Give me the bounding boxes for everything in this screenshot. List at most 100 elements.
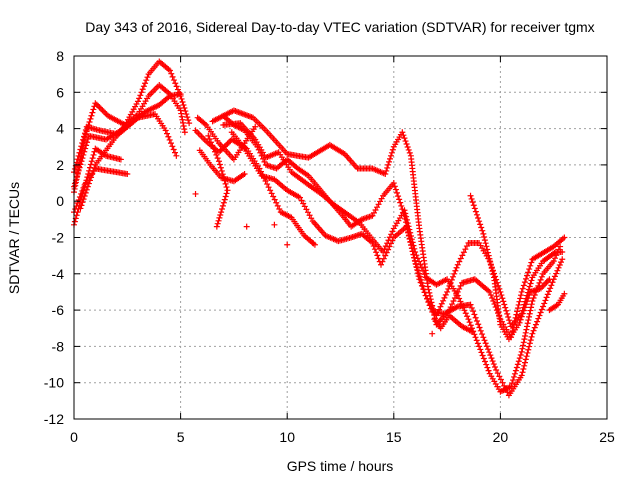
data-point [414,270,421,277]
data-point [218,167,225,174]
data-point [528,301,535,308]
data-point [426,302,433,309]
x-tick-label: 15 [386,429,402,445]
data-point [526,292,533,299]
data-point [527,307,534,314]
data-point [221,196,228,203]
data-point [371,246,378,253]
data-point [489,295,496,301]
data-point [217,164,224,171]
data-point [417,279,424,286]
data-point [241,170,248,177]
data-point [378,261,385,268]
data-point [422,292,429,299]
data-point [516,319,523,326]
data-point [477,221,484,228]
data-point [180,119,187,126]
data-point [420,286,427,293]
data-point [172,149,179,156]
data-point [71,218,78,225]
data-point [262,177,269,184]
data-point [273,199,280,206]
data-point [497,376,504,383]
data-point [403,216,410,223]
data-point [555,246,562,253]
data-point [75,167,82,174]
data-point [414,266,421,273]
data-point [526,283,533,290]
data-point [484,246,491,253]
data-point [453,264,460,271]
y-tick-label: 0 [56,193,64,209]
data-point [415,273,422,280]
data-point [192,190,199,197]
data-point [215,217,222,224]
data-point [519,285,526,292]
data-point [387,240,394,247]
data-point [407,239,414,246]
series-track-2 [71,82,188,176]
data-point [471,311,478,318]
data-point [521,362,528,369]
data-point [261,174,268,181]
data-point [213,151,220,158]
data-point [168,70,175,77]
data-point [405,229,412,236]
data-point [74,156,81,163]
data-point [86,177,93,184]
data-point [514,308,521,315]
data-point [557,243,564,250]
data-point [483,343,490,350]
data-point [75,152,82,159]
data-point [547,285,554,292]
data-point [475,214,482,221]
data-point [214,155,221,162]
data-point [89,109,96,116]
data-point [512,367,519,374]
data-point [134,98,141,105]
data-point [477,327,484,334]
data-point [417,261,424,268]
y-tick-label: -2 [52,230,65,246]
data-point [518,288,525,295]
data-point [403,213,410,220]
axis-ticks: -12 -10 -8 -6 -4 -2 0 2 4 6 8 0 5 10 15 20 25 [44,48,615,445]
data-point [219,202,226,209]
data-point [412,260,419,267]
data-point [529,298,536,305]
data-point [468,195,475,202]
data-point [418,282,425,289]
data-point [444,288,451,295]
data-point [524,320,531,327]
data-point [397,199,404,206]
data-point [406,235,413,242]
data-point [421,271,428,278]
data-point [478,224,485,231]
data-point [483,361,490,368]
y-tick-label: 6 [56,84,64,100]
data-point [505,314,512,321]
data-point [207,139,214,146]
data-points [71,58,568,399]
data-point [71,165,78,172]
data-point [401,135,408,142]
data-point [309,239,316,246]
data-point [168,140,175,147]
data-point [482,240,489,247]
data-point [395,193,402,200]
data-point [517,316,524,323]
data-point [88,174,95,181]
data-point [166,136,173,143]
data-point [482,358,489,365]
data-point [526,310,533,317]
data-point [479,227,486,234]
data-point [463,243,470,250]
data-point [375,255,382,262]
x-tick-label: 10 [279,429,295,445]
data-point [486,288,493,295]
data-point [456,285,463,292]
data-point [95,103,102,110]
data-point [80,184,87,191]
data-point [541,300,548,307]
data-point [374,252,381,259]
